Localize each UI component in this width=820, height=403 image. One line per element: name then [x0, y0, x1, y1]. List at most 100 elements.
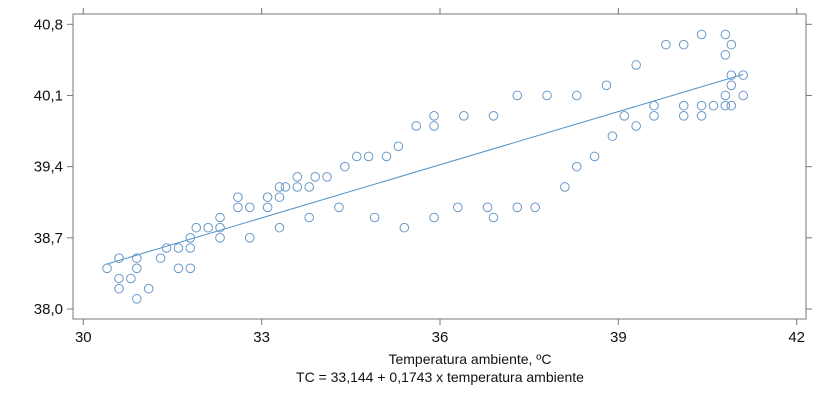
data-point: [571, 90, 582, 101]
data-point: [393, 141, 404, 152]
data-point: [458, 111, 469, 121]
data-point: [678, 111, 689, 121]
data-point: [363, 151, 374, 162]
data-point: [322, 172, 332, 182]
data-point: [726, 70, 737, 80]
data-point: [369, 212, 380, 223]
x-tick-label: 33: [253, 329, 270, 346]
data-point: [429, 212, 439, 223]
data-point: [696, 100, 707, 111]
data-point: [601, 80, 612, 91]
data-point: [185, 233, 196, 243]
data-point: [161, 243, 172, 253]
data-point: [678, 100, 689, 111]
data-point: [203, 222, 213, 233]
data-point: [411, 121, 422, 131]
data-point: [191, 222, 202, 233]
data-point: [631, 121, 641, 131]
data-point: [571, 161, 582, 172]
data-point: [274, 182, 285, 192]
data-point: [334, 202, 344, 213]
data-point: [102, 263, 112, 274]
x-tick-label: 39: [610, 329, 627, 346]
data-point: [488, 111, 499, 121]
data-point: [720, 100, 731, 111]
data-point: [215, 222, 225, 233]
data-point: [274, 192, 285, 202]
data-point: [304, 212, 315, 223]
data-point: [233, 202, 243, 213]
data-point: [429, 121, 439, 131]
data-point: [185, 263, 196, 274]
y-tick-label: 39,4: [34, 159, 63, 176]
data-point: [649, 100, 659, 111]
data-point: [708, 100, 719, 111]
data-point: [738, 90, 748, 101]
data-point: [292, 182, 303, 192]
regression-equation: TC = 33,144 + 0,1743 x temperatura ambie…: [296, 369, 584, 385]
data-point: [726, 80, 737, 91]
data-point: [738, 70, 748, 80]
y-tick-label: 38,7: [34, 230, 63, 247]
data-point: [720, 90, 731, 101]
data-point: [132, 294, 142, 304]
data-point: [726, 100, 737, 111]
data-point: [649, 111, 659, 121]
data-point: [589, 151, 600, 162]
data-point: [351, 151, 362, 162]
data-point: [696, 111, 707, 121]
data-point: [304, 182, 315, 192]
y-tick-label: 40,8: [34, 16, 63, 33]
data-point: [429, 111, 439, 121]
data-point: [274, 222, 285, 233]
x-tick-label: 36: [432, 329, 449, 346]
data-point: [530, 202, 540, 213]
data-point: [661, 39, 671, 50]
data-point: [143, 283, 154, 294]
data-point: [132, 253, 142, 263]
data-point: [185, 243, 196, 253]
data-point: [310, 172, 320, 182]
data-point: [726, 39, 737, 50]
data-point: [678, 39, 689, 50]
data-point: [720, 29, 731, 40]
data-point: [132, 263, 142, 274]
x-axis-label: Temperatura ambiente, ºC: [388, 351, 551, 367]
data-point: [215, 233, 225, 243]
data-point: [381, 151, 392, 162]
regression-line: [106, 73, 744, 265]
plot-frame: [72, 13, 807, 320]
data-point: [399, 222, 410, 233]
data-point: [280, 182, 291, 192]
data-point: [114, 283, 124, 294]
data-point: [173, 263, 184, 274]
y-tick-label: 40,1: [34, 87, 63, 104]
y-tick-label: 38,0: [34, 301, 63, 318]
data-point: [696, 29, 707, 40]
data-point: [631, 60, 641, 70]
x-tick-label: 30: [75, 329, 92, 346]
data-point: [126, 273, 136, 284]
data-point: [262, 202, 273, 213]
data-point: [233, 192, 243, 202]
data-point: [560, 182, 570, 192]
data-point: [215, 212, 225, 223]
data-point: [482, 202, 493, 213]
data-point: [155, 253, 166, 263]
data-point: [292, 172, 303, 182]
data-point: [114, 253, 124, 263]
x-tick-label: 42: [788, 329, 805, 346]
data-point: [607, 131, 618, 141]
data-point: [262, 192, 273, 202]
data-point: [340, 161, 350, 172]
data-point: [512, 202, 523, 213]
data-point: [720, 50, 731, 60]
data-point: [244, 233, 255, 243]
data-point: [512, 90, 523, 101]
data-point: [173, 243, 184, 253]
data-point: [488, 212, 499, 223]
data-point: [114, 273, 124, 284]
data-point: [542, 90, 552, 101]
data-point: [619, 111, 630, 121]
